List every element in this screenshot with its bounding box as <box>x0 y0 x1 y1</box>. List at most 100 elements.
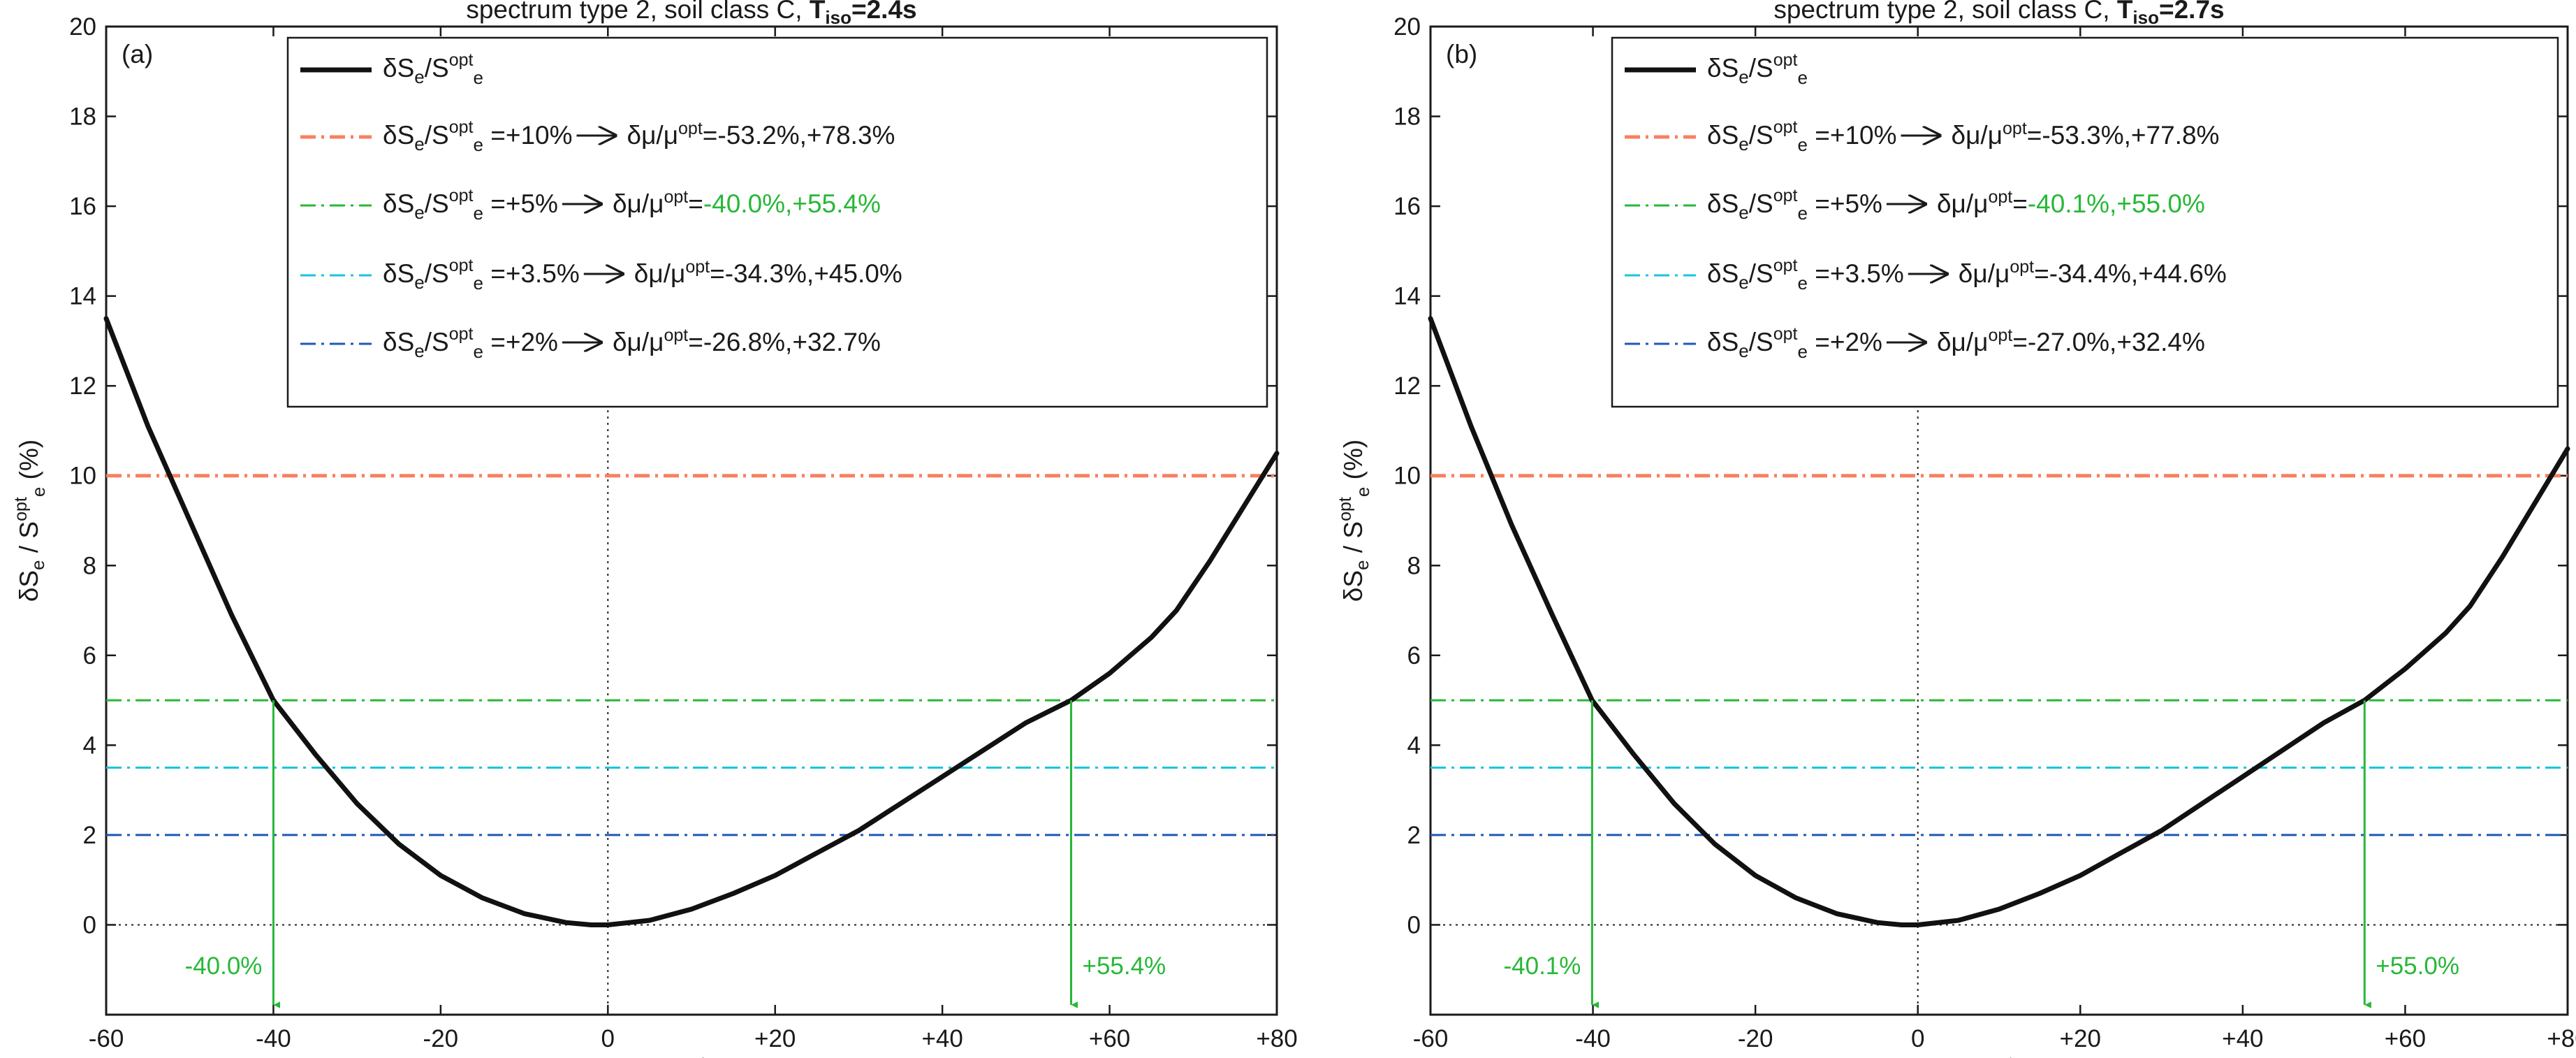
leg-sup: opt <box>449 256 474 275</box>
chart-panel-a: spectrum type 2, soil class C, Tiso=2.4s… <box>11 0 1298 1058</box>
y-tick-label: 2 <box>1407 822 1421 849</box>
y-tick-label: 20 <box>1393 13 1421 41</box>
leg-a: δS <box>1707 189 1739 218</box>
leg-rhs: δμ/μ <box>627 121 679 150</box>
ylabel-sub: e <box>27 560 48 570</box>
leg-rhs-eq: = <box>2012 328 2028 356</box>
title-t: T <box>810 0 826 24</box>
leg-pct: +10% <box>1830 121 1897 150</box>
y-tick-label: 14 <box>69 283 96 310</box>
ylabel-unit: (%) <box>15 440 43 480</box>
xlabel-main: δμ/μ <box>630 1056 682 1058</box>
y-tick-label: 14 <box>1393 283 1421 310</box>
x-tick-label: +40 <box>921 1025 963 1052</box>
leg-pct: +2% <box>506 328 558 356</box>
ylabel-sup: opt <box>11 497 31 521</box>
leg-sup: opt <box>1773 324 1798 344</box>
leg-rhs-sup: opt <box>2010 257 2034 277</box>
leg-rhs-sup: opt <box>1988 187 2012 207</box>
axes-frame <box>1429 25 2569 1016</box>
leg-result-values: -34.4%,+44.6% <box>2049 259 2227 288</box>
leg-rhs-eq: = <box>688 189 703 218</box>
y-tick-label: 16 <box>1393 193 1421 220</box>
y-tick-label: 0 <box>1407 911 1421 939</box>
legend-result-4: δμ/μopt=-26.8%,+32.7% <box>613 326 881 356</box>
arrow-label-left: -40.0% <box>185 952 263 980</box>
leg-eq: = <box>1808 189 1830 218</box>
leg-a: δS <box>1707 328 1739 356</box>
title-eq: =2.7s <box>2159 0 2225 24</box>
xlabel-main: δμ/μ <box>1938 1056 1989 1058</box>
arrow-label-left: -40.1% <box>1504 952 1581 980</box>
leg-sup: opt <box>1773 117 1798 137</box>
leg-result-values: -27.0%,+32.4% <box>2028 328 2205 356</box>
legend-label-4: δSe/Sopte =+2% <box>383 324 558 362</box>
xlabel-sup: opt <box>681 1054 705 1058</box>
leg-eq: = <box>1808 259 1830 288</box>
ylabel-unit: (%) <box>1339 440 1368 480</box>
leg-rhs: δμ/μ <box>634 259 686 288</box>
ylabel-sub2: e <box>28 487 49 497</box>
leg-rhs-sup: opt <box>664 187 688 207</box>
leg-sup: opt <box>449 117 474 137</box>
leg-sub2: e <box>1797 341 1807 362</box>
leg-sub: e <box>1739 66 1748 87</box>
y-tick-label: 12 <box>69 372 96 400</box>
ylabel-mid: / S <box>1339 521 1368 560</box>
title-t: T <box>2117 0 2133 24</box>
leg-eq: = <box>483 121 506 150</box>
leg-a: δS <box>383 121 414 150</box>
x-tick-label: +40 <box>2222 1025 2263 1052</box>
leg-sup: opt <box>1773 256 1798 275</box>
leg-sub2: e <box>1797 67 1807 88</box>
legend-result-1: δμ/μopt=-53.3%,+77.8% <box>1952 119 2220 150</box>
y-tick-label: 8 <box>83 552 96 579</box>
x-tick-label: +20 <box>2060 1025 2101 1052</box>
legend-label-1: δSe/Sopte =+10% <box>1707 117 1897 155</box>
y-tick-label: 10 <box>69 463 96 490</box>
title-sub: iso <box>825 7 851 28</box>
leg-a: δS <box>383 328 414 356</box>
leg-eq: = <box>483 328 506 356</box>
legend-result-2: δμ/μopt=-40.1%,+55.0% <box>1937 187 2205 218</box>
arrow-label-right: +55.0% <box>2376 952 2459 980</box>
leg-rhs-sup: opt <box>664 326 688 345</box>
x-tick-label: -40 <box>256 1025 291 1052</box>
leg-eq: = <box>1808 328 1830 356</box>
x-tick-label: -60 <box>89 1025 124 1052</box>
leg-rhs: δμ/μ <box>1937 189 1989 218</box>
leg-rhs-eq: = <box>2034 259 2049 288</box>
leg-b: /S <box>425 189 449 218</box>
leg-result-values: -53.2%,+78.3% <box>717 121 895 150</box>
leg-b: /S <box>425 54 449 82</box>
leg-sub2: e <box>1797 134 1807 155</box>
legend-label-curve: δSe/Sopte <box>383 50 483 88</box>
leg-pct: +10% <box>506 121 573 150</box>
leg-pct: +5% <box>1830 189 1882 218</box>
leg-b: /S <box>1749 259 1773 288</box>
ylabel-mid: / S <box>15 521 43 560</box>
y-tick-label: 6 <box>83 642 96 669</box>
leg-rhs: δμ/μ <box>613 328 664 356</box>
leg-eq: = <box>483 189 506 218</box>
ylabel-sub: e <box>1352 560 1373 570</box>
x-tick-label: -20 <box>1738 1025 1773 1052</box>
legend-result-3: δμ/μopt=-34.3%,+45.0% <box>634 257 902 288</box>
leg-pct: +5% <box>506 189 558 218</box>
leg-sub2: e <box>473 273 483 294</box>
leg-a: δS <box>383 54 414 82</box>
leg-sub: e <box>414 66 424 87</box>
leg-a: δS <box>1707 259 1739 288</box>
x-axis-label: δμ/μopt (%) <box>630 1054 753 1058</box>
title-prefix: spectrum type 2, soil class C, <box>466 0 809 24</box>
y-tick-label: 4 <box>83 732 96 759</box>
leg-sub: e <box>1739 133 1748 154</box>
leg-rhs-sup: opt <box>1988 326 2012 345</box>
panel-label: (b) <box>1446 40 1477 68</box>
leg-sub: e <box>414 202 424 223</box>
leg-sup: opt <box>1773 50 1798 70</box>
legend-frame <box>1611 36 2559 408</box>
leg-result-values: -40.0%,+55.4% <box>703 189 881 218</box>
x-tick-label: -60 <box>1413 1025 1449 1052</box>
